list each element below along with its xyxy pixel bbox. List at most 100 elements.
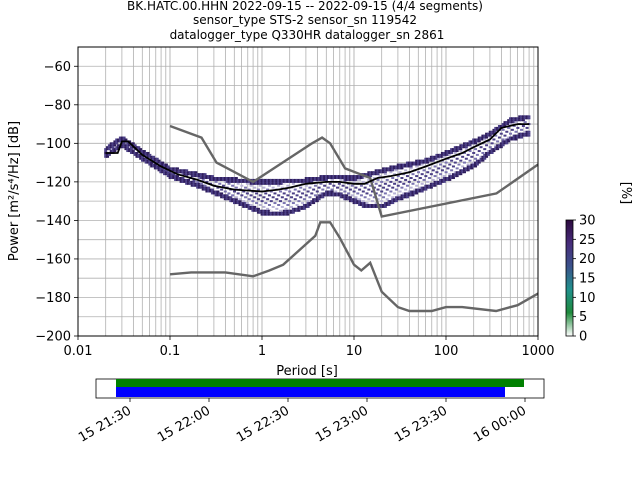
psd-cell — [520, 119, 524, 122]
psd-cell — [503, 142, 507, 145]
psd-cell — [440, 180, 444, 183]
psd-cell — [429, 184, 433, 187]
psd-cell — [365, 203, 369, 206]
data-availability-timeline: 15 21:30 15 22:00 15 22:30 15 23:00 15 23:30… — [76, 378, 545, 446]
psd-cell — [501, 140, 505, 143]
psd-cell — [198, 173, 202, 176]
psd-cell — [348, 198, 352, 201]
psd-cell — [308, 203, 312, 206]
psd-cell — [113, 144, 117, 147]
psd-cell — [306, 180, 310, 183]
psd-cell — [220, 178, 224, 181]
psd-cell — [286, 194, 290, 197]
psd-cell — [139, 148, 143, 151]
psd-cell — [404, 194, 408, 197]
psd-cell — [451, 165, 455, 168]
psd-cell — [306, 205, 310, 208]
psd-cell — [426, 161, 430, 164]
psd-cell — [264, 178, 268, 181]
psd-cell — [120, 144, 124, 147]
psd-cell — [516, 134, 520, 137]
psd-cell — [223, 178, 227, 181]
psd-cell — [179, 177, 183, 180]
psd-cell — [319, 182, 323, 185]
psd-cell — [232, 202, 236, 205]
title-line-1: BK.HATC.00.HHN 2022-09-15 -- 2022-09-15 … — [127, 0, 483, 13]
psd-cell — [475, 159, 479, 162]
psd-cell — [415, 192, 419, 195]
psd-cell — [109, 142, 113, 145]
psd-cell — [302, 178, 306, 181]
psd-cell — [258, 203, 262, 206]
psd-cell — [277, 211, 281, 214]
psd-cell — [363, 205, 367, 208]
psd-cell — [229, 178, 233, 181]
psd-cell — [485, 144, 489, 147]
psd-cell — [431, 155, 435, 158]
psd-cell — [267, 178, 271, 181]
psd-cell — [483, 157, 487, 160]
psd-cell — [385, 178, 389, 181]
psd-cell — [405, 184, 409, 187]
psd-cell — [407, 161, 411, 164]
psd-cell — [236, 180, 240, 183]
psd-cell — [308, 202, 312, 205]
psd-cell — [255, 202, 259, 205]
psd-cell — [120, 142, 124, 145]
psd-cell — [122, 142, 126, 145]
psd-cell — [319, 175, 323, 178]
psd-cell — [324, 178, 328, 181]
psd-cell — [499, 132, 503, 135]
psd-cell — [288, 180, 292, 183]
psd-cell — [444, 150, 448, 153]
psd-cell — [385, 202, 389, 205]
psd-cell — [461, 165, 465, 168]
psd-cell — [347, 196, 351, 199]
psd-cell — [521, 132, 525, 135]
psd-cell — [109, 150, 113, 153]
psd-cell — [183, 171, 187, 174]
psd-cell — [391, 186, 395, 189]
psd-cell — [278, 200, 282, 203]
psd-cell — [323, 192, 327, 195]
psd-cell — [244, 203, 248, 206]
psd-cell — [260, 213, 264, 216]
psd-cell — [198, 175, 202, 178]
psd-cell — [387, 169, 391, 172]
psd-cell — [245, 192, 249, 195]
psd-cell — [418, 186, 422, 189]
psd-cell — [459, 144, 463, 147]
psd-cell — [505, 142, 509, 145]
psd-cell — [324, 190, 328, 193]
psd-cell — [448, 150, 452, 153]
psd-cell — [413, 161, 417, 164]
psd-cell — [343, 177, 347, 180]
psd-cell — [183, 173, 187, 176]
psd-cell — [483, 148, 487, 151]
psd-cell — [382, 186, 386, 189]
psd-cell — [205, 188, 209, 191]
psd-cell — [146, 159, 150, 162]
psd-cell — [190, 173, 194, 176]
psd-cell — [312, 200, 316, 203]
psd-cell — [474, 142, 478, 145]
psd-cell — [295, 207, 299, 210]
psd-cell — [111, 144, 115, 147]
psd-cell — [501, 142, 505, 145]
psd-cell — [431, 159, 435, 162]
psd-cell — [508, 121, 512, 124]
psd-cell — [317, 178, 321, 181]
psd-cell — [210, 188, 214, 191]
psd-cell — [396, 196, 400, 199]
psd-cell — [336, 194, 340, 197]
psd-cell — [205, 180, 209, 183]
psd-cell — [516, 117, 520, 120]
psd-cell — [488, 132, 492, 135]
psd-cell — [231, 180, 235, 183]
psd-cell — [356, 175, 360, 178]
psd-cell — [225, 180, 229, 183]
psd-cell — [461, 155, 465, 158]
psd-cell — [483, 136, 487, 139]
psd-cell — [231, 198, 235, 201]
psd-cell — [218, 192, 222, 195]
